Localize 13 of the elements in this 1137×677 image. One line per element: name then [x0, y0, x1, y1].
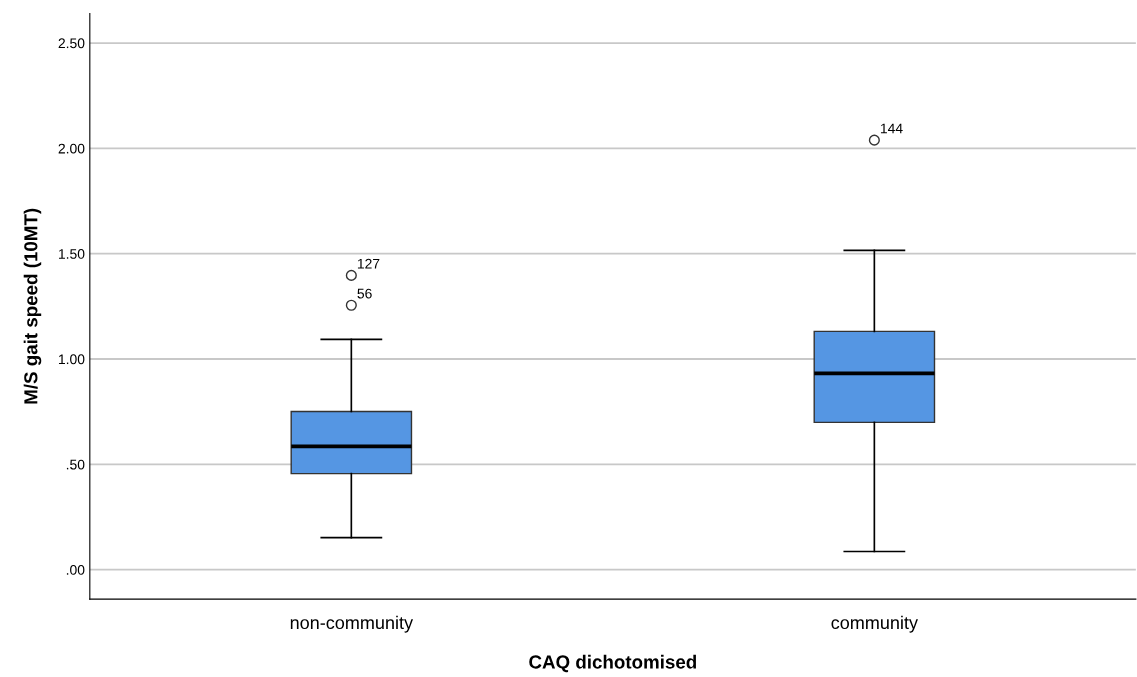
y-axis-title: M/S gait speed (10MT): [23, 208, 42, 404]
annotation: 56: [357, 288, 372, 299]
y-tick-label: 1.50: [58, 249, 85, 259]
y-tick-label: 2.00: [58, 143, 85, 154]
y-tick-label: .00: [66, 564, 85, 575]
y-tick-label: .50: [66, 459, 85, 470]
x-tick-label: community: [831, 615, 918, 633]
annotation: 127: [357, 258, 380, 269]
y-tick-label: 1.00: [58, 354, 85, 365]
annotation: 144: [880, 123, 903, 134]
x-axis-title: CAQ dichotomised: [529, 654, 696, 673]
y-tick-label: 2.50: [58, 38, 85, 49]
x-tick-label: non-community: [290, 615, 414, 633]
